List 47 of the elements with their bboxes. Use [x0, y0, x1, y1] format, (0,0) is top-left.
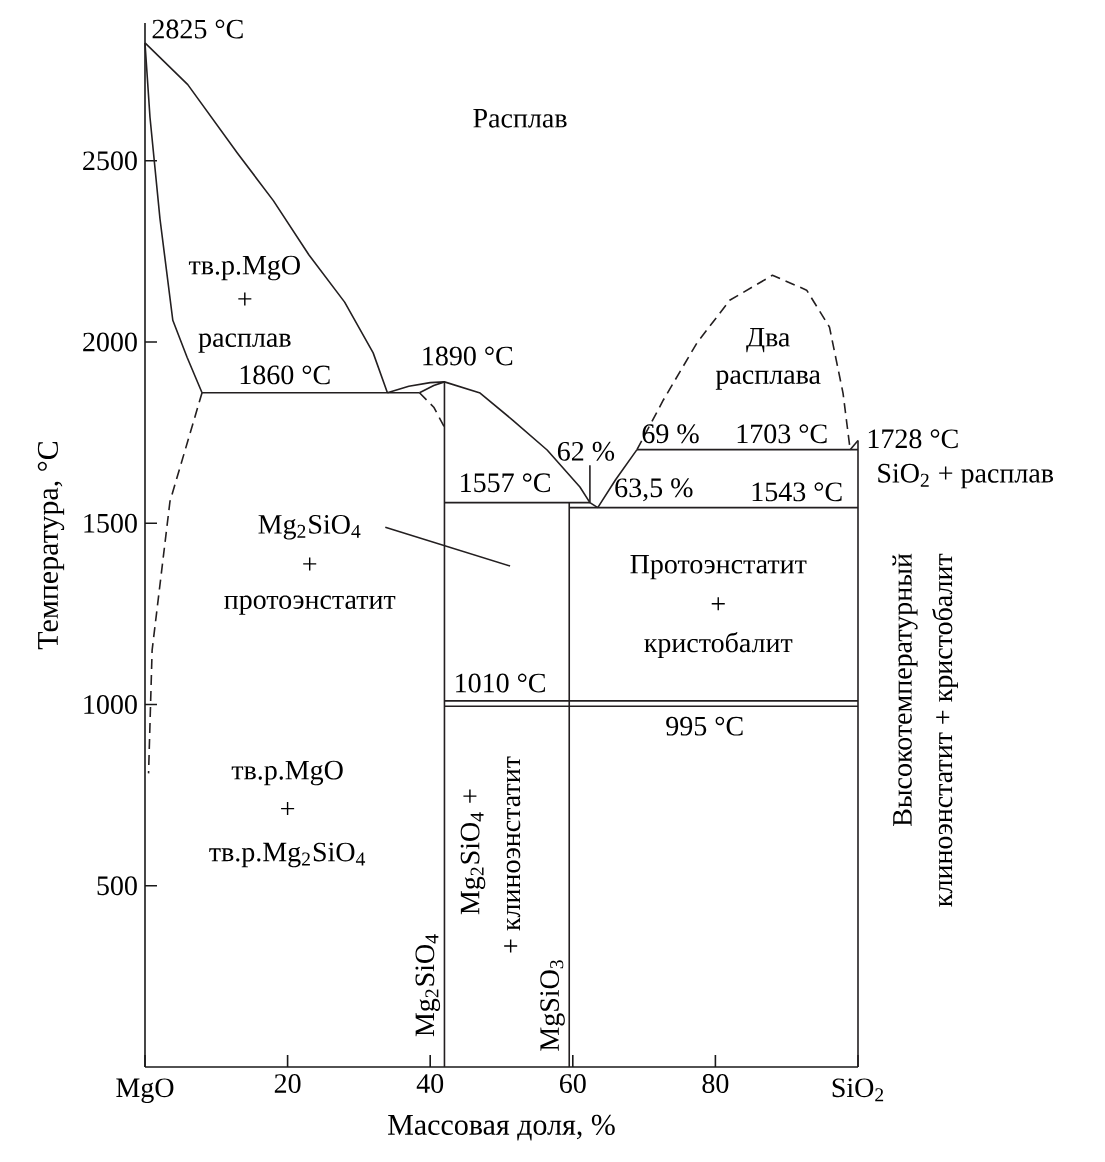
annotation: 1543 °C	[752, 482, 842, 502]
annotation: 62 %	[557, 441, 615, 461]
text: Высокотемпературный	[892, 553, 918, 827]
annotation: 1728 °C	[868, 429, 958, 449]
annotation: Mg$_{2}$SiO$_{4}$	[415, 934, 441, 1037]
annotation: 69 %	[642, 424, 699, 444]
annotation: 63,5 %	[615, 478, 693, 502]
annotation: 1010 °C	[456, 673, 545, 693]
annotation: +	[281, 802, 295, 816]
annotation: тв.р.Mg$_{2}$SiO$_{4}$	[209, 842, 366, 868]
x-tick-label: 60	[559, 1074, 586, 1093]
annotation: Mg$_{2}$SiO$_{4}$	[258, 514, 361, 540]
y-tick-label: 1500	[84, 513, 137, 533]
y-tick-label: 500	[97, 876, 137, 896]
annotation: Mg$_{2}$SiO$_{4}$ +	[460, 789, 486, 915]
annotation: кристобалит	[644, 632, 793, 659]
x-tick-label: 80	[702, 1074, 729, 1093]
x-tick-label: 20	[274, 1074, 301, 1093]
annotation: расплав	[198, 333, 291, 353]
annotation: 1860 °C	[240, 365, 330, 385]
annotation: 1557 °C	[461, 473, 550, 493]
y-axis-title: Температура, °C	[37, 441, 65, 650]
annotation: расплава	[715, 370, 821, 390]
text: MgO	[116, 1078, 174, 1103]
annotation: 1703 °C	[737, 424, 827, 444]
x-axis-title: Массовая доля, %	[388, 1114, 615, 1141]
text: клиноэнстатит + кристобалит	[932, 553, 958, 907]
annotation: 995 °C	[666, 716, 743, 736]
annotation: 2825 °C	[152, 19, 243, 39]
annotation: тв.р.MgO	[231, 760, 343, 786]
annotation: +	[711, 597, 725, 611]
annotation: +	[238, 292, 252, 306]
annotation: Два	[746, 328, 790, 353]
text: SiO$_{2}$	[832, 1078, 884, 1102]
annotation: Протоэнстатит	[630, 554, 807, 580]
x-tick-label: 40	[416, 1074, 444, 1093]
annotation: 1890 °C	[423, 346, 513, 366]
annotation: +	[303, 557, 317, 571]
annotation: MgSiO$_{3}$	[540, 960, 565, 1051]
annotation: тв.р.MgO	[188, 255, 300, 281]
y-tick-label: 2500	[83, 151, 137, 171]
text: SiO$_{2}$ + расплав	[878, 463, 1054, 489]
annotation: протоэнстатит	[224, 595, 396, 615]
annotation: + клиноэнстатит	[504, 756, 521, 953]
y-tick-label: 1000	[84, 695, 137, 714]
annotation: Расплав	[473, 109, 567, 128]
y-tick-label: 2000	[83, 332, 137, 352]
